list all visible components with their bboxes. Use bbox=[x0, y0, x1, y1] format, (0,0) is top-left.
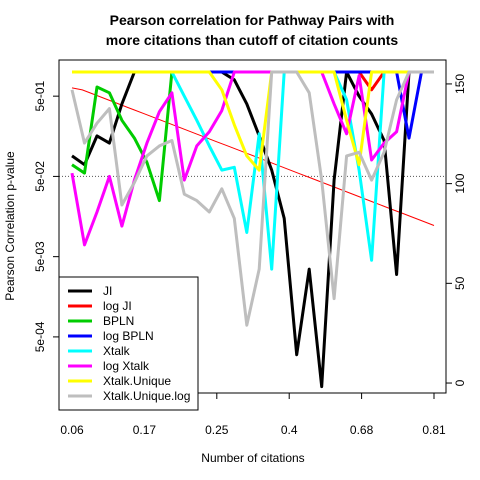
series-line-xtalk bbox=[72, 70, 434, 271]
x-axis: 0.06 0.17 0.25 0.4 0.68 0.81 bbox=[60, 393, 446, 437]
legend-label: Xtalk.Unique bbox=[103, 374, 171, 388]
y-left-tick-label: 5e-03 bbox=[33, 241, 47, 272]
legend-label: JI bbox=[103, 284, 112, 298]
y-axis-label: Pearson Correlation p-value bbox=[3, 151, 17, 301]
legend-label: log BPLN bbox=[103, 329, 154, 343]
series-line-ji bbox=[71, 70, 434, 389]
plot-frame bbox=[58, 59, 447, 394]
x-tick-label: 0.17 bbox=[133, 423, 157, 437]
y-right-tick-label: 150 bbox=[453, 74, 467, 94]
y-left-tick-label: 5e-02 bbox=[33, 161, 47, 192]
chart-title-line-1: Pearson correlation for Pathway Pairs wi… bbox=[110, 12, 395, 28]
y-axis-right: 0 50 100 150 bbox=[446, 74, 467, 386]
legend-label: BPLN bbox=[103, 314, 134, 328]
series-line-xtalk-unique bbox=[72, 70, 434, 172]
y-left-tick-label: 5e-01 bbox=[33, 80, 47, 111]
x-tick-label: 0.68 bbox=[350, 423, 374, 437]
x-tick-label: 0.25 bbox=[205, 423, 229, 437]
y-right-tick-label: 0 bbox=[453, 379, 467, 386]
y-right-tick-label: 50 bbox=[453, 276, 467, 290]
legend-box bbox=[58, 276, 199, 411]
legend-label: log Xtalk bbox=[103, 359, 150, 373]
y-right-tick-label: 100 bbox=[453, 173, 467, 193]
legend-label: log JI bbox=[103, 299, 132, 313]
x-axis-label: Number of citations bbox=[201, 451, 304, 465]
chart-title-line-2: more citations than cutoff of citation c… bbox=[106, 32, 399, 48]
y-left-tick-label: 5e-04 bbox=[33, 321, 47, 352]
x-tick-label: 0.4 bbox=[281, 423, 298, 437]
y-axis-left: 5e-04 5e-03 5e-02 5e-01 bbox=[33, 80, 59, 352]
counts-line bbox=[71, 87, 435, 226]
series-line-log-ji bbox=[72, 70, 434, 92]
legend-label: Xtalk.Unique.log bbox=[103, 389, 190, 403]
series-line-xtalk-unique-log bbox=[70, 70, 434, 327]
x-tick-label: 0.81 bbox=[422, 423, 446, 437]
legend-label: Xtalk bbox=[103, 344, 131, 358]
x-tick-label: 0.06 bbox=[60, 423, 84, 437]
